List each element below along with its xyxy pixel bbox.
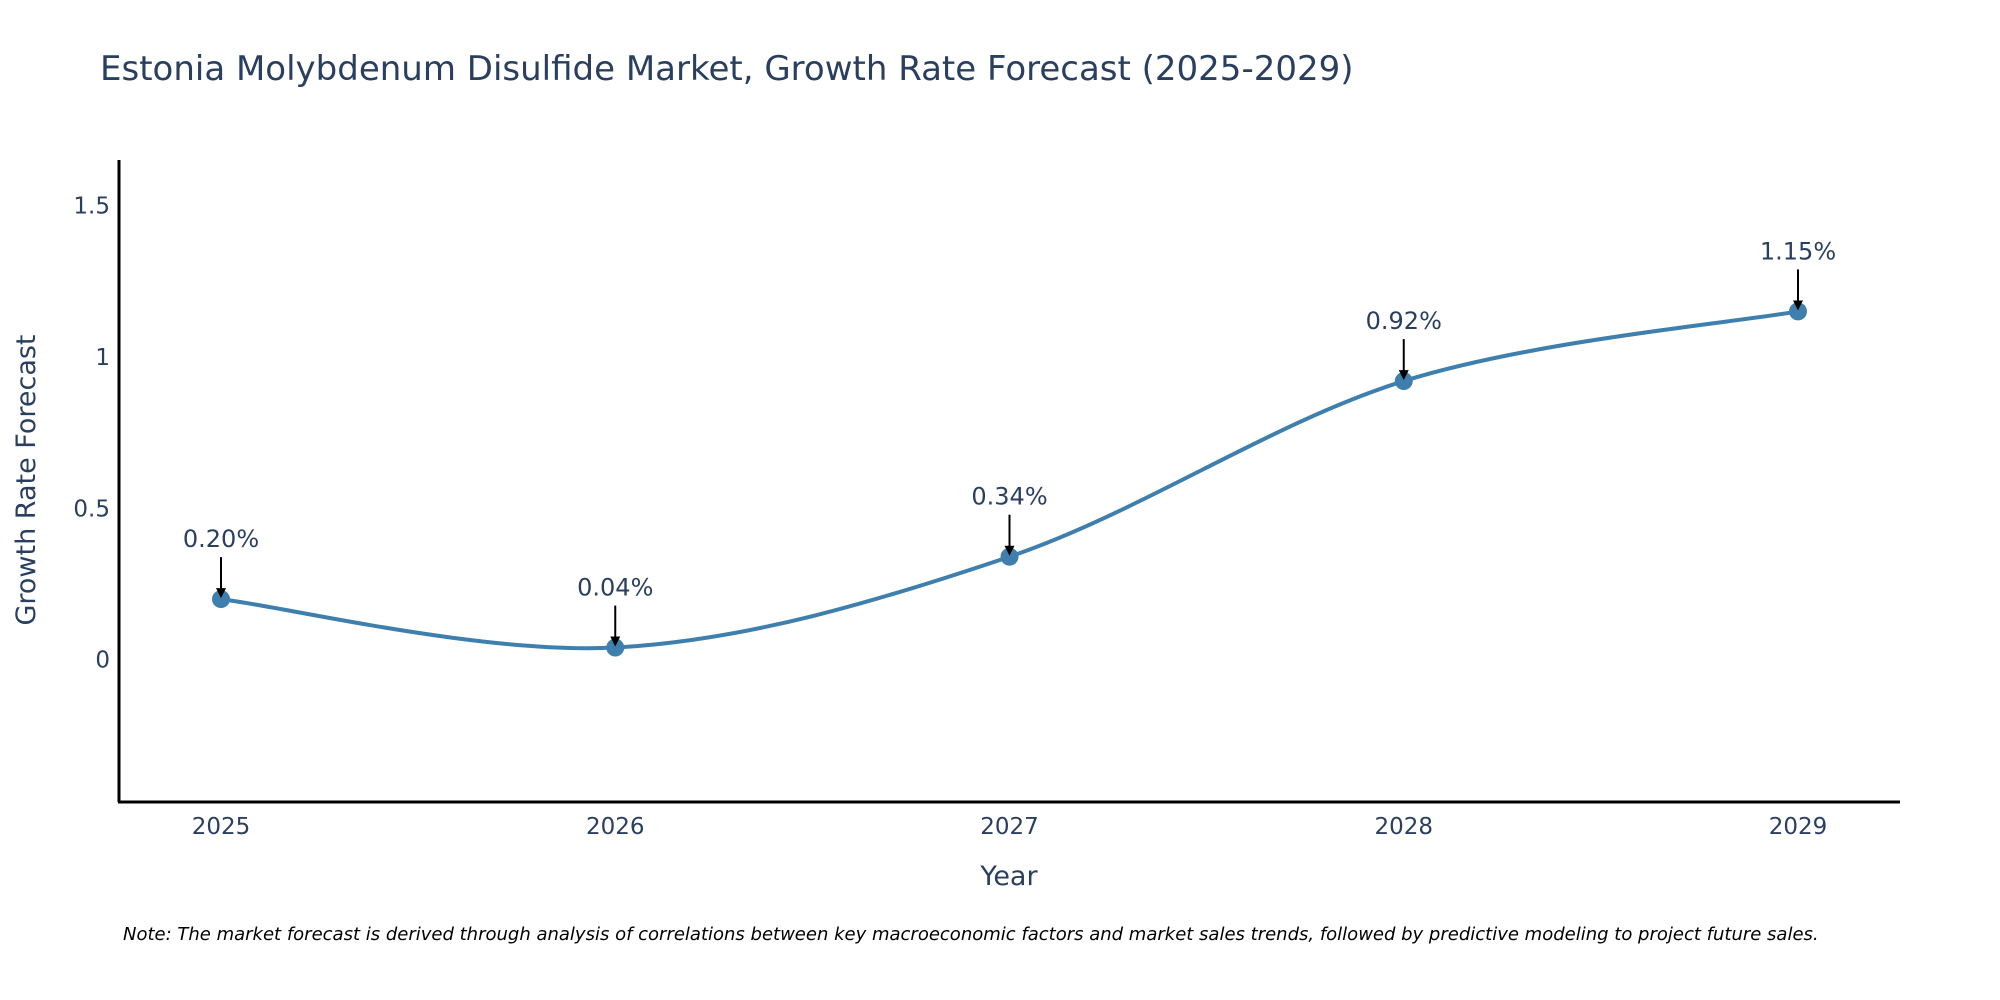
y-tick-label: 0 xyxy=(95,648,110,674)
x-tick-label: 2027 xyxy=(980,814,1039,840)
x-tick-label: 2025 xyxy=(192,814,251,840)
y-tick-label: 0.5 xyxy=(73,496,110,522)
footnote: Note: The market forecast is derived thr… xyxy=(123,924,1819,945)
y-tick-label: 1 xyxy=(95,345,110,371)
x-tick-label: 2028 xyxy=(1374,814,1433,840)
y-axis-title: Growth Rate Forecast xyxy=(11,334,42,625)
data-label: 1.15% xyxy=(1760,237,1836,265)
data-label: 0.92% xyxy=(1366,307,1442,335)
x-tick-label: 2029 xyxy=(1769,814,1828,840)
chart-title: Estonia Molybdenum Disulfide Market, Gro… xyxy=(100,49,1354,89)
data-labels: 0.20% 0.04% 0.34% 0.92% 1.15% xyxy=(183,237,1836,601)
x-axis-ticks: 2025 2026 2027 2028 2029 xyxy=(192,814,1828,840)
y-axis-ticks: 0 0.5 1 1.5 xyxy=(73,193,110,673)
data-markers xyxy=(212,302,1807,657)
data-label: 0.20% xyxy=(183,525,259,553)
series-line xyxy=(219,309,1800,651)
x-tick-label: 2026 xyxy=(586,814,645,840)
data-label: 0.04% xyxy=(577,574,653,602)
annotation-arrows xyxy=(216,269,1803,647)
y-tick-label: 1.5 xyxy=(73,193,110,219)
x-axis-title: Year xyxy=(979,861,1038,892)
data-label: 0.34% xyxy=(971,483,1047,511)
